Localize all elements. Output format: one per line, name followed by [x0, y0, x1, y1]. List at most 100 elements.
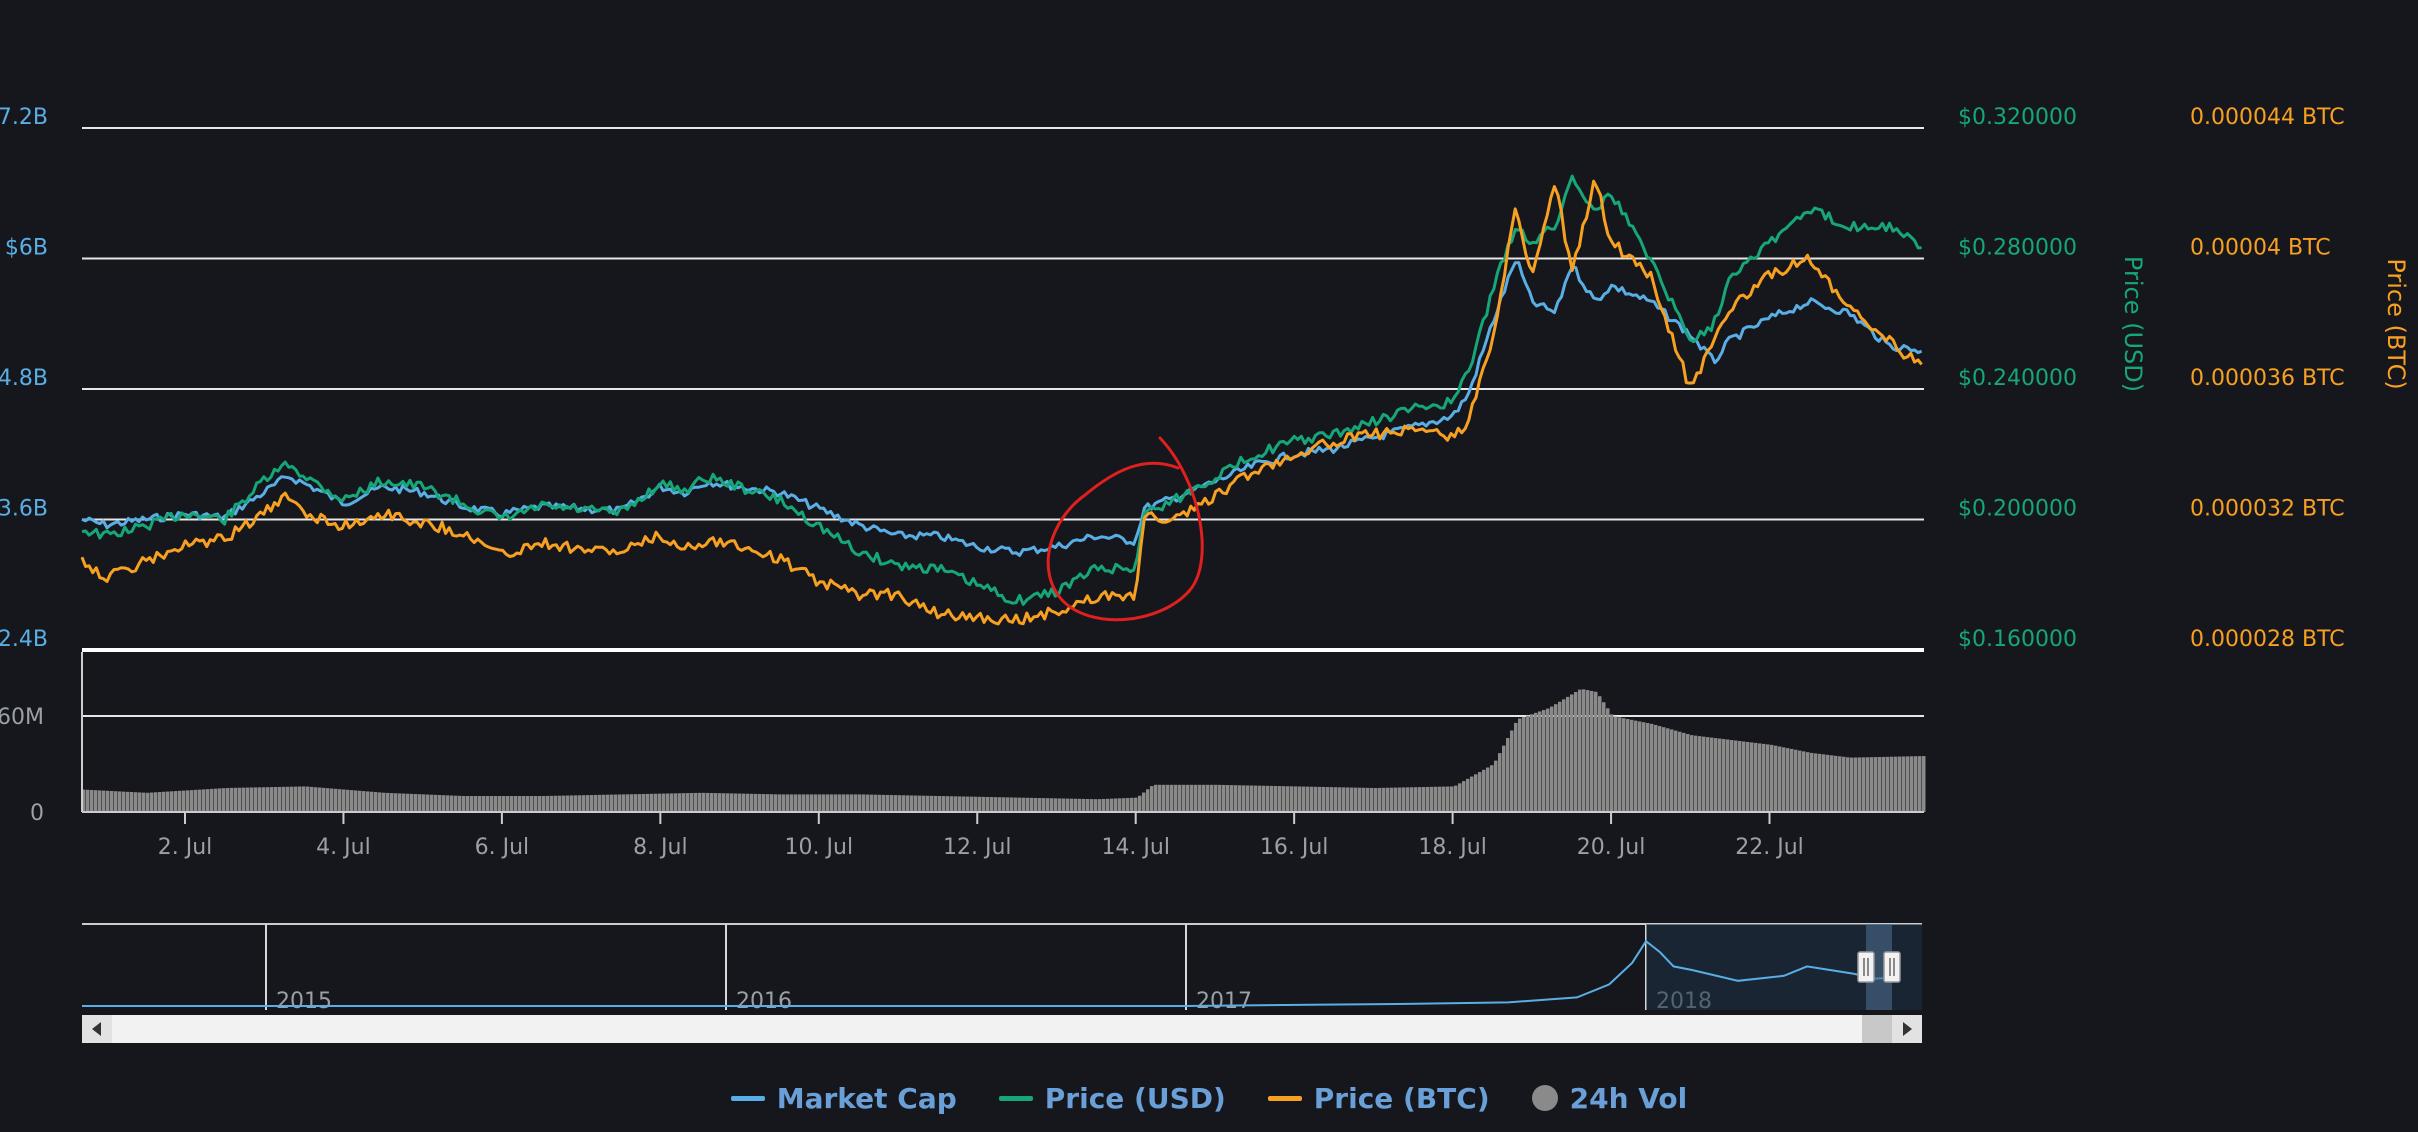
volume-bar	[90, 790, 94, 812]
volume-bar	[526, 796, 530, 812]
volume-bar	[1598, 696, 1602, 812]
volume-bar	[862, 794, 866, 812]
volume-bar	[542, 795, 546, 812]
volume-bar	[610, 794, 614, 812]
volume-bar	[1658, 726, 1662, 812]
chevron-right-icon	[1903, 1022, 1912, 1036]
volume-bar	[1334, 787, 1338, 812]
volume-bar	[1870, 757, 1874, 812]
volume-bar	[1814, 753, 1818, 812]
volume-bar	[1782, 747, 1786, 812]
chevron-left-icon	[92, 1022, 101, 1036]
volume-bar	[326, 788, 330, 812]
volume-bar	[1774, 745, 1778, 812]
volume-bar	[286, 786, 290, 812]
volume-bar	[1290, 786, 1294, 812]
legend-swatch-price-usd	[998, 1095, 1033, 1101]
volume-bar	[1862, 757, 1866, 812]
volume-bar	[1270, 785, 1274, 812]
volume-bar	[1474, 774, 1478, 812]
volume-bar	[218, 788, 222, 812]
volume-bar	[1262, 785, 1266, 812]
volume-bar	[406, 793, 410, 812]
volume-bar	[1734, 740, 1738, 812]
volume-bar	[1826, 754, 1830, 812]
annotation-circle	[1046, 436, 1204, 622]
volume-bar	[1630, 719, 1634, 812]
volume-bar	[1170, 784, 1174, 812]
volume-bar	[1066, 798, 1070, 812]
volume-bar	[1482, 769, 1486, 812]
x-tick-label: 14. Jul	[1101, 835, 1170, 860]
legend-swatch-price-btc	[1267, 1095, 1302, 1101]
volume-bar	[850, 794, 854, 812]
volume-bar	[1226, 785, 1230, 812]
volume-bar	[814, 794, 818, 812]
volume-bar	[1114, 798, 1118, 812]
legend-swatch-24h-vol	[1531, 1085, 1558, 1111]
volume-bar	[514, 796, 518, 812]
legend-item-price-usd[interactable]: Price (USD)	[998, 1082, 1226, 1115]
volume-bar	[1914, 756, 1918, 812]
volume-bar	[302, 786, 306, 812]
volume-bar	[886, 794, 890, 812]
y-tick-price-usd: $0.240000	[1958, 366, 2077, 391]
legend-item-24h-vol[interactable]: 24h Vol	[1531, 1082, 1687, 1115]
volume-bar	[422, 794, 426, 812]
volume-bar	[126, 791, 130, 812]
volume-bar	[1722, 739, 1726, 812]
volume-bar	[1370, 787, 1374, 812]
volume-bar	[1378, 787, 1382, 812]
volume-bar	[690, 793, 694, 812]
volume-bar	[1754, 742, 1758, 812]
volume-bar	[694, 792, 698, 812]
volume-bar	[942, 796, 946, 812]
volume-bar	[638, 794, 642, 812]
volume-bar	[1578, 689, 1582, 812]
volume-bar	[602, 794, 606, 812]
volume-bar	[318, 787, 322, 812]
volume-bar	[1430, 786, 1434, 812]
volume-bar	[1298, 786, 1302, 812]
volume-bar	[550, 795, 554, 812]
volume-bar	[1282, 786, 1286, 812]
volume-bar	[1246, 785, 1250, 812]
volume-bar	[918, 795, 922, 812]
volume-bar	[110, 791, 114, 812]
volume-bar	[206, 789, 210, 812]
volume-bar	[718, 793, 722, 812]
volume-bar	[474, 796, 478, 812]
y-tick-market-cap: 4.8B	[0, 366, 48, 391]
volume-bar	[1442, 786, 1446, 812]
volume-bar	[362, 791, 366, 812]
volume-bar	[1694, 735, 1698, 812]
volume-bar	[806, 794, 810, 812]
volume-bar	[714, 793, 718, 812]
volume-bar	[98, 790, 102, 812]
volume-bar	[986, 796, 990, 812]
volume-bar	[1850, 757, 1854, 812]
volume-bar	[1706, 737, 1710, 812]
volume-bar	[190, 790, 194, 812]
volume-bar	[426, 794, 430, 812]
volume-bar	[974, 796, 978, 812]
volume-bar	[202, 789, 206, 812]
volume-bar	[1362, 787, 1366, 812]
volume-bar	[1594, 691, 1598, 812]
volume-bar	[1486, 767, 1490, 812]
legend-item-price-btc[interactable]: Price (BTC)	[1267, 1082, 1490, 1115]
volume-bar	[778, 794, 782, 812]
volume-bar	[1202, 784, 1206, 812]
volume-bar	[1818, 753, 1822, 812]
volume-bar	[754, 793, 758, 812]
volume-bar	[314, 787, 318, 812]
volume-bar	[254, 787, 258, 812]
volume-bar	[1682, 732, 1686, 812]
volume-bar	[1906, 756, 1910, 812]
legend-item-market-cap[interactable]: Market Cap	[730, 1082, 957, 1115]
navigator-handle-right	[1883, 951, 1901, 983]
volume-bar	[1790, 748, 1794, 812]
volume-bar	[1026, 797, 1030, 812]
volume-bar	[1842, 756, 1846, 812]
